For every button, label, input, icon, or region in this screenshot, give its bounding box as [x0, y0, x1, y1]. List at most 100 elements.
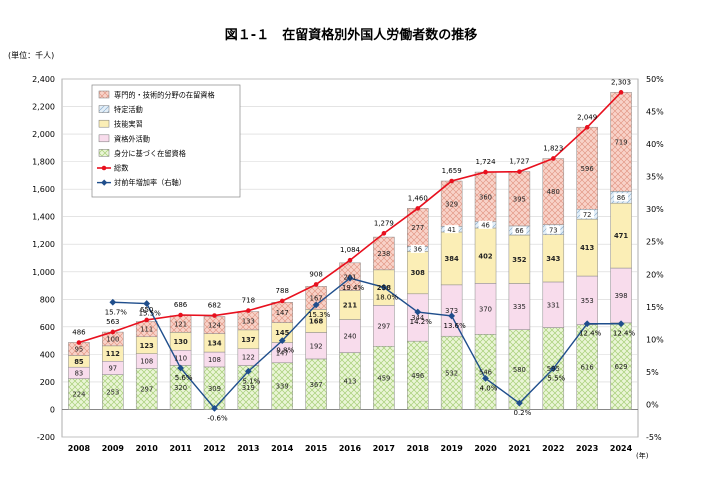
legend-label: 資格外活動	[114, 134, 150, 143]
total-label: 650	[140, 306, 153, 314]
total-label: 563	[106, 318, 119, 326]
segment-label: 130	[173, 338, 187, 346]
total-point	[415, 206, 421, 211]
segment-label: 201	[344, 273, 357, 281]
y-left-tick-label: 1,400	[32, 213, 55, 222]
segment-label: 532	[445, 369, 458, 377]
segment-label: 108	[208, 356, 221, 364]
legend-swatch	[98, 149, 110, 157]
segment-label: 398	[615, 292, 628, 300]
growth-point	[244, 367, 252, 375]
x-tick-label: 2022	[542, 444, 564, 453]
segment-label: 110	[174, 354, 187, 362]
total-label: 1,279	[374, 219, 394, 227]
growth-label: 13.6%	[444, 322, 467, 330]
segment-label: 240	[344, 333, 357, 341]
total-label: 1,724	[476, 158, 497, 166]
growth-label: 15.7%	[105, 308, 128, 316]
segment-label: 108	[140, 358, 153, 366]
total-point	[584, 125, 590, 130]
segment-label: 277	[411, 224, 424, 232]
total-label: 1,659	[442, 167, 462, 175]
growth-label: 12.4%	[613, 330, 636, 338]
segment-label: 123	[140, 342, 154, 350]
segment-label: 111	[140, 326, 153, 334]
legend: 専門的・技術的分野の在留資格特定活動技能実習資格外活動身分に基づく在留資格総数対…	[91, 84, 241, 198]
growth-point	[143, 300, 151, 307]
growth-point	[109, 298, 117, 306]
segment-label: 112	[106, 350, 120, 358]
segment-label: 308	[411, 269, 425, 277]
x-tick-label: 2023	[576, 444, 598, 453]
growth-label: 9.8%	[276, 347, 294, 355]
segment-label: 224	[72, 391, 85, 399]
segment-label: 616	[581, 364, 594, 372]
segment-label: 413	[344, 378, 357, 386]
segment-label: 83	[75, 370, 84, 378]
total-label: 686	[174, 301, 188, 309]
total-point	[110, 329, 116, 335]
segment-label: 36	[413, 246, 422, 254]
total-point	[178, 312, 183, 318]
segment-label: 137	[241, 336, 255, 344]
segment-label: 95	[75, 346, 84, 354]
y-left-tick-label: 2,400	[32, 75, 55, 84]
y-right-tick-label: 25%	[646, 238, 664, 247]
total-point	[347, 257, 353, 263]
y-left-tick-label: 1,600	[32, 185, 55, 194]
segment-label: 413	[580, 244, 594, 252]
growth-label: 15.3%	[308, 311, 331, 319]
segment-label: 100	[106, 336, 119, 344]
y-right-tick-label: 5%	[646, 368, 659, 377]
segment-label: 73	[549, 226, 558, 234]
y-left-tick-label: 1,200	[32, 240, 55, 249]
growth-point	[482, 375, 489, 382]
x-tick-label: 2015	[305, 444, 328, 453]
segment-label: 121	[174, 321, 187, 329]
segment-label: 66	[515, 227, 524, 235]
growth-label: -0.6%	[207, 414, 228, 422]
x-tick-label: 2018	[407, 444, 430, 453]
segment-label: 335	[513, 303, 526, 311]
growth-point	[583, 320, 591, 328]
segment-label: 360	[479, 193, 492, 201]
growth-point	[516, 399, 523, 407]
total-point	[212, 313, 217, 318]
segment-label: 122	[242, 354, 255, 362]
segment-label: 124	[208, 322, 221, 330]
legend-label: 技能実習	[114, 120, 143, 129]
y-right-tick-label: 20%	[646, 270, 664, 279]
segment-label: 331	[547, 301, 560, 309]
x-tick-label: 2017	[373, 444, 395, 453]
total-label: 2,049	[577, 113, 597, 121]
unit-label: (単位：千人)	[8, 50, 54, 60]
segment-label: 253	[106, 389, 119, 397]
segment-label: 297	[140, 386, 153, 394]
y-left-tick-label: 1,000	[32, 268, 55, 277]
total-point	[517, 169, 522, 174]
segment-label: 168	[309, 318, 323, 326]
segment-label-bg	[614, 193, 629, 202]
segment-label-bg	[580, 210, 595, 219]
segment-label-bg	[444, 225, 459, 234]
y-left-tick-label: -200	[37, 433, 55, 442]
segment-label: 367	[310, 381, 323, 389]
growth-label: 5.5%	[547, 375, 565, 383]
y-left-tick-label: 0	[50, 405, 55, 414]
total-label: 718	[242, 297, 255, 305]
segment-label: 395	[513, 195, 526, 203]
legend-box	[91, 84, 241, 198]
y-right-tick-label: 50%	[646, 75, 664, 84]
segment-label: 320	[174, 384, 187, 392]
growth-label: 18.0%	[376, 293, 399, 301]
y-right-tick-label: 40%	[646, 140, 664, 149]
total-point	[618, 90, 624, 95]
growth-point	[312, 301, 320, 309]
x-tick-label: 2021	[508, 444, 531, 453]
y-left-tick-label: 800	[40, 295, 55, 304]
y-left-tick-label: 2,200	[32, 103, 55, 112]
segment-label-bg	[546, 225, 561, 234]
segment-label-bg	[478, 220, 493, 229]
segment-label: 580	[513, 366, 526, 374]
year-unit-label: (年)	[636, 451, 649, 460]
